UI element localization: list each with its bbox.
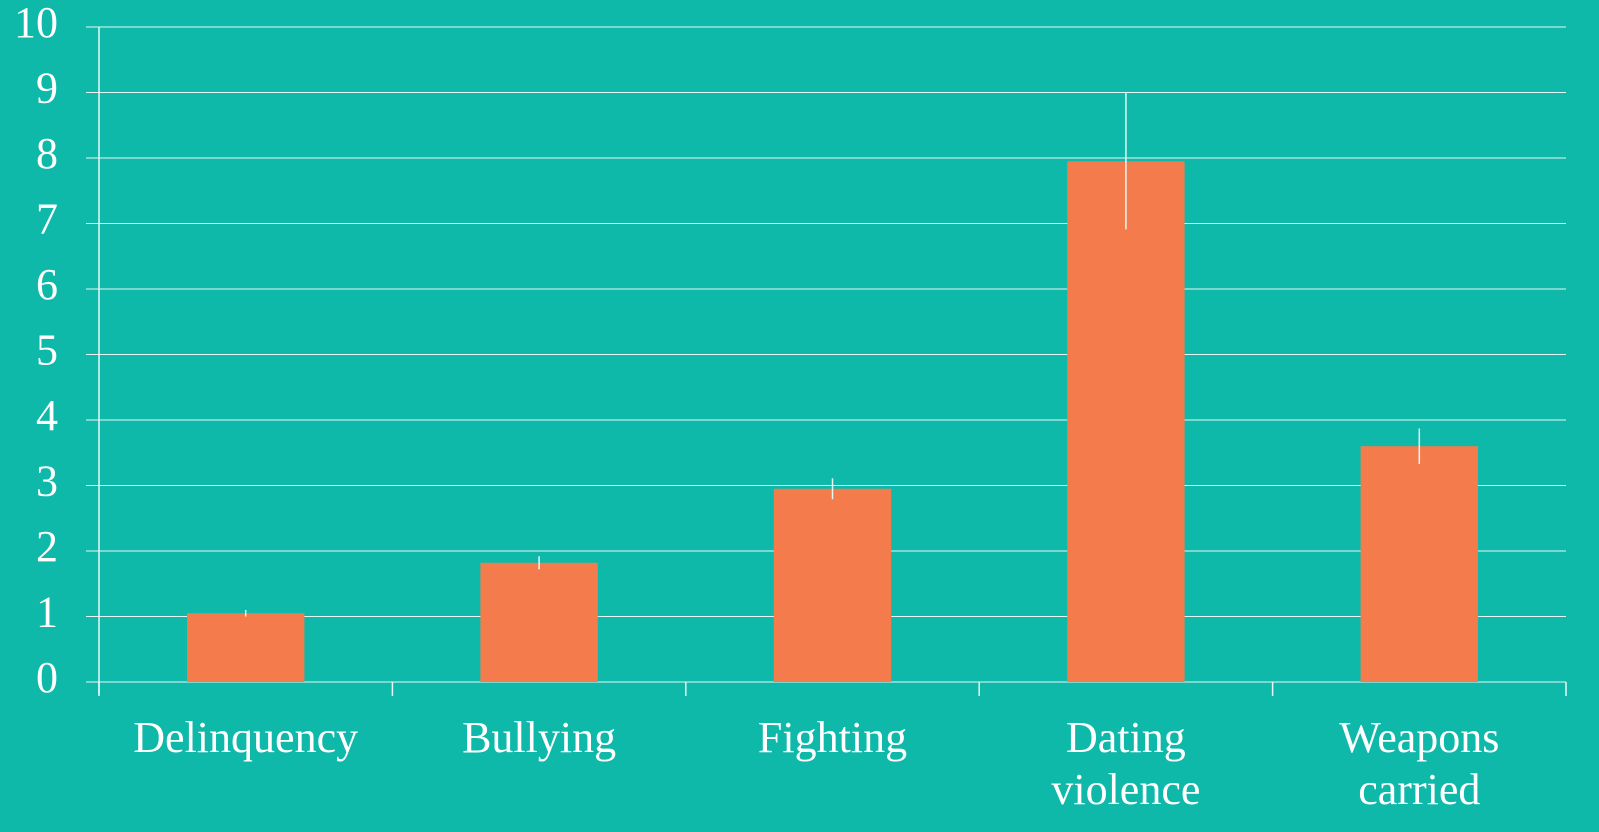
y-tick-label: 2	[36, 522, 58, 571]
x-tick-label: Fighting	[757, 713, 908, 762]
bar	[187, 613, 305, 682]
y-tick-label: 4	[36, 391, 58, 440]
x-tick-label: Delinquency	[133, 713, 359, 762]
y-tick-label: 5	[36, 326, 58, 375]
y-tick-label: 8	[36, 129, 58, 178]
bar	[773, 488, 892, 682]
y-tick-label: 0	[36, 653, 58, 702]
x-tick-label: Weapons carried	[1339, 713, 1500, 814]
y-tick-label: 9	[36, 64, 58, 113]
x-tick-label: Bullying	[462, 713, 617, 762]
y-tick-label: 7	[36, 195, 58, 244]
bar	[1067, 161, 1185, 682]
y-tick-label: 1	[36, 588, 58, 637]
x-tick-label: Dating violence	[1051, 713, 1201, 814]
bar	[480, 562, 598, 682]
y-tick-label: 10	[14, 0, 58, 47]
y-tick-label: 6	[36, 260, 58, 309]
y-tick-label: 3	[36, 457, 58, 506]
bar	[1360, 446, 1478, 682]
